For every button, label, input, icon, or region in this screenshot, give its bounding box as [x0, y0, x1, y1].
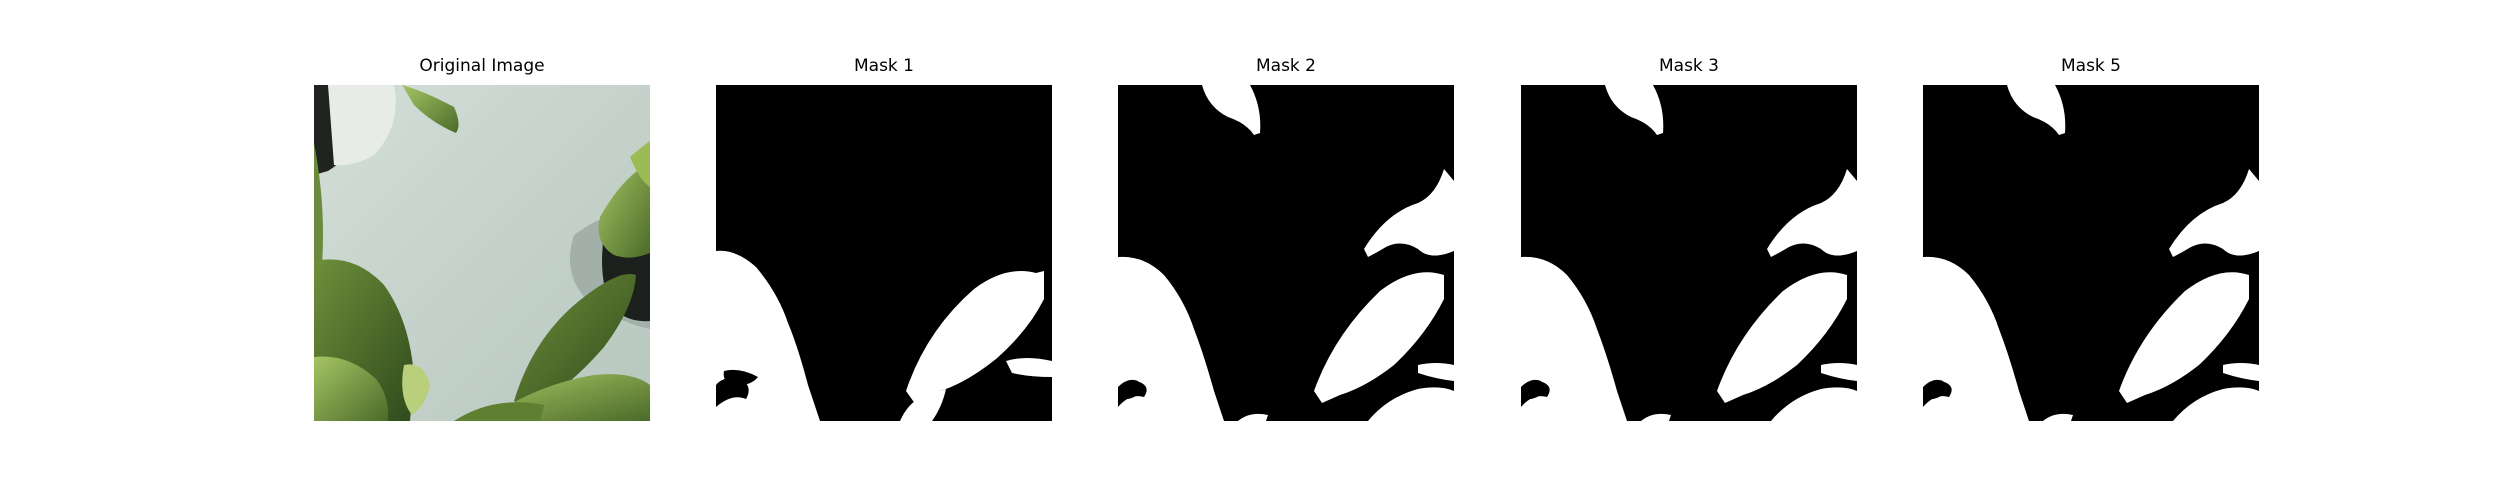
panel-title: Original Image	[419, 56, 545, 76]
mask-1-image	[716, 85, 1052, 421]
mask-5-image	[1923, 85, 2259, 421]
original-image	[314, 85, 650, 421]
mask-3-image	[1521, 85, 1857, 421]
panel-title: Mask 1	[853, 56, 914, 76]
mask-2-image	[1118, 85, 1454, 421]
panel-title: Mask 3	[1658, 56, 1719, 76]
panel-title: Mask 5	[2060, 56, 2121, 76]
panel-title: Mask 2	[1255, 56, 1316, 76]
